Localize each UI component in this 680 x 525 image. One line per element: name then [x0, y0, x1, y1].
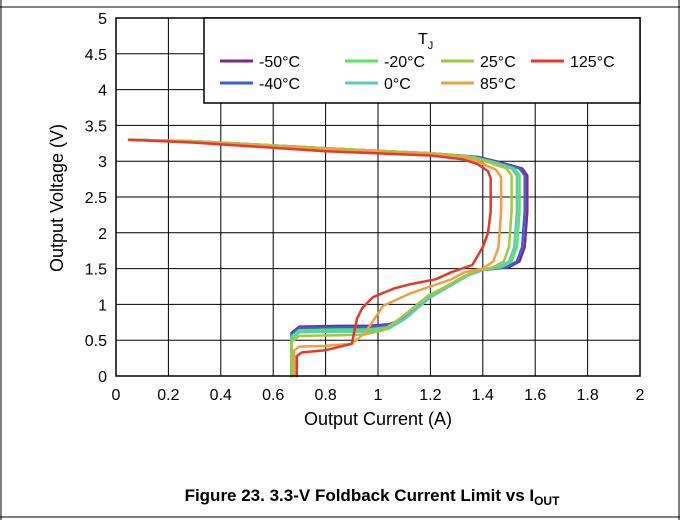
x-tick-label: 0 [112, 387, 121, 404]
caption-sub: OUT [534, 494, 560, 508]
series-layer [127, 138, 529, 378]
y-tick-label: 5 [98, 11, 107, 28]
x-tick-label: 0.4 [210, 387, 232, 404]
legend-title-sub: J [428, 40, 434, 52]
x-tick-label: 2 [636, 387, 645, 404]
figure-caption: Figure 23. 3.3-V Foldback Current Limit … [0, 486, 680, 508]
y-axis-label: Output Voltage (V) [47, 124, 67, 272]
legend: TJ -50°C -20°C 25°C 125°C -40°C 0°C 85°C [203, 17, 641, 104]
x-tick-label: 1.8 [576, 387, 598, 404]
y-tick-label: 3.5 [85, 118, 107, 135]
series-line-6 [127, 138, 492, 378]
legend-box [203, 17, 641, 104]
x-tick-label: 1.4 [472, 387, 494, 404]
legend-label: 0°C [384, 76, 411, 93]
legend-title-main: T [418, 31, 428, 48]
y-tick-label: 4 [98, 83, 107, 100]
y-tick-label: 4.5 [85, 47, 107, 64]
series-line-5 [127, 138, 503, 378]
x-tick-label: 1.6 [524, 387, 546, 404]
x-tick-label: 0.2 [157, 387, 179, 404]
x-tick-label: 0.8 [314, 387, 336, 404]
y-tick-label: 2.5 [85, 190, 107, 207]
legend-label: 85°C [480, 76, 516, 93]
legend-label: -50°C [259, 54, 300, 71]
y-tick-label: 1 [98, 297, 107, 314]
x-tick-label: 1.2 [419, 387, 441, 404]
legend-title: TJ [418, 31, 433, 52]
y-tick-label: 1.5 [85, 262, 107, 279]
y-tick-label: 2 [98, 226, 107, 243]
legend-items: -50°C -20°C 25°C 125°C -40°C 0°C 85°C [220, 54, 615, 93]
y-tick-label: 0 [98, 369, 107, 386]
x-axis-label: Output Current (A) [304, 409, 452, 429]
tick-labels: 0 0.2 0.4 0.6 0.8 1 1.2 1.4 1.6 1.8 2 0 0.5 1 1.5 2 2.5 3… [85, 11, 645, 404]
legend-label: -40°C [259, 76, 300, 93]
legend-label: 25°C [480, 54, 516, 71]
y-tick-label: 3 [98, 154, 107, 171]
x-tick-label: 0.6 [262, 387, 284, 404]
x-tick-label: 1 [374, 387, 383, 404]
caption-main: Figure 23. 3.3-V Foldback Current Limit … [184, 486, 535, 505]
legend-label: 125°C [570, 54, 615, 71]
legend-label: -20°C [384, 54, 425, 71]
y-tick-label: 0.5 [85, 333, 107, 350]
